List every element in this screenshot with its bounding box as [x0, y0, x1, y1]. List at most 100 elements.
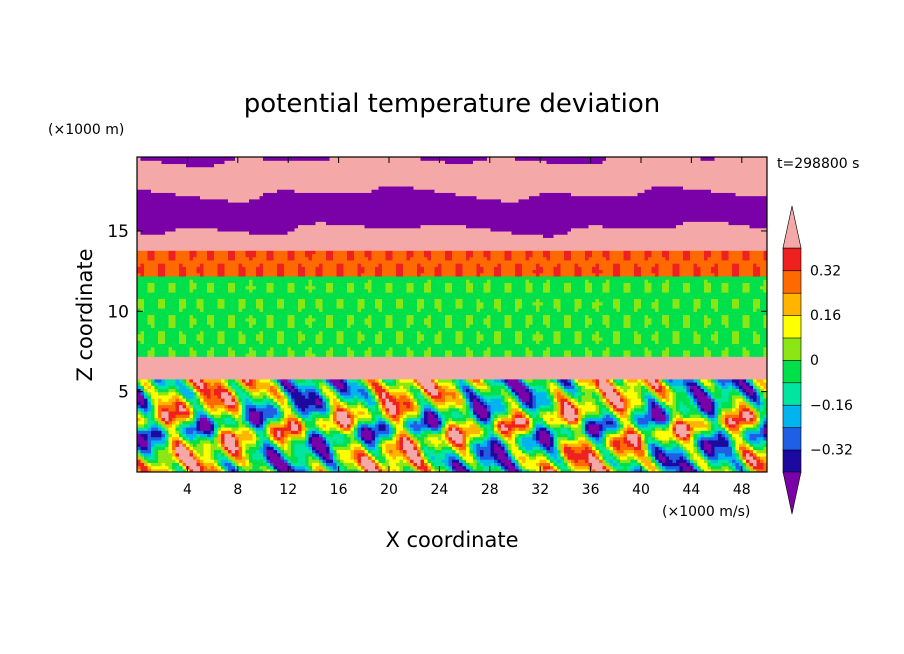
- contour-cell: [546, 256, 551, 261]
- contour-cell: [214, 320, 229, 325]
- contour-cell: [291, 459, 299, 463]
- contour-cell: [655, 385, 660, 390]
- contour-cell: [242, 430, 250, 435]
- contour-cell: [270, 378, 275, 383]
- contour-cell: [522, 269, 534, 274]
- contour-cell: [725, 468, 730, 472]
- contour-cell: [763, 288, 767, 293]
- contour-cell: [340, 452, 352, 457]
- contour-cell: [151, 427, 159, 431]
- contour-cell: [144, 272, 159, 277]
- contour-cell: [333, 256, 348, 261]
- contour-cell: [749, 417, 754, 422]
- contour-cell: [305, 333, 317, 338]
- contour-cell: [382, 382, 387, 386]
- contour-cell: [455, 388, 460, 393]
- contour-cell: [196, 423, 201, 428]
- contour-cell: [609, 439, 614, 444]
- contour-cell: [536, 394, 548, 399]
- contour-cell: [466, 279, 471, 283]
- contour-cell: [329, 468, 334, 472]
- contour-cell: [669, 385, 674, 390]
- contour-cell: [315, 333, 324, 338]
- contour-cell: [392, 417, 401, 422]
- contour-cell: [606, 465, 611, 470]
- contour-cell: [686, 394, 691, 399]
- contour-cell: [609, 468, 614, 472]
- contour-cell: [445, 320, 453, 325]
- contour-cell: [406, 423, 411, 428]
- contour-cell: [231, 452, 240, 457]
- contour-cell: [193, 388, 198, 393]
- contour-cell: [406, 427, 411, 431]
- contour-cell: [504, 314, 513, 319]
- contour-cell: [721, 320, 730, 325]
- contour-cell: [147, 398, 152, 402]
- contour-cell: [245, 388, 250, 393]
- contour-cell: [753, 423, 758, 428]
- contour-cell: [445, 430, 450, 435]
- contour-cell: [536, 423, 544, 428]
- contour-cell: [676, 398, 691, 402]
- contour-cell: [137, 465, 142, 470]
- contour-cell: [228, 314, 236, 319]
- contour-cell: [557, 446, 562, 451]
- contour-cell: [452, 314, 467, 319]
- contour-cell: [315, 420, 334, 425]
- contour-cell: [357, 459, 362, 463]
- contour-cell: [620, 414, 628, 418]
- contour-cell: [235, 388, 243, 393]
- contour-cell: [210, 404, 215, 409]
- contour-cell: [581, 330, 597, 335]
- contour-cell: [707, 388, 712, 393]
- contour-cell: [137, 311, 767, 316]
- contour-cell: [368, 314, 373, 319]
- contour-cell: [431, 401, 436, 406]
- contour-cell: [480, 449, 485, 454]
- contour-cell: [704, 279, 709, 283]
- contour-cell: [224, 420, 236, 425]
- contour-cell: [749, 436, 758, 441]
- contour-cell: [368, 423, 376, 428]
- contour-cell: [214, 391, 222, 396]
- contour-cell: [385, 253, 394, 258]
- contour-cell: [189, 407, 194, 412]
- contour-cell: [221, 436, 226, 441]
- contour-cell: [749, 320, 765, 325]
- contour-cell: [368, 391, 373, 396]
- contour-cell: [252, 398, 264, 402]
- contour-cell: [497, 420, 502, 425]
- contour-cell: [399, 417, 404, 422]
- contour-cell: [676, 417, 684, 422]
- contour-cell: [266, 427, 271, 431]
- contour-cell: [137, 459, 142, 463]
- contour-cell: [413, 378, 418, 383]
- contour-cell: [406, 349, 415, 354]
- contour-cell: [749, 324, 765, 328]
- contour-cell: [721, 465, 730, 470]
- contour-cell: [760, 337, 767, 341]
- contour-cell: [669, 394, 674, 399]
- contour-cell: [476, 417, 481, 422]
- contour-cell: [371, 382, 380, 386]
- contour-cell: [221, 462, 226, 467]
- contour-cell: [473, 417, 478, 422]
- contour-cell: [431, 455, 436, 460]
- contour-cell: [455, 337, 464, 341]
- contour-cell: [469, 256, 488, 261]
- contour-cell: [525, 401, 534, 406]
- contour-cell: [490, 452, 499, 457]
- contour-cell: [515, 468, 520, 472]
- contour-cell: [753, 330, 758, 335]
- contour-cell: [662, 394, 667, 399]
- contour-cell: [284, 439, 289, 444]
- contour-cell: [189, 449, 194, 454]
- contour-cell: [245, 414, 250, 418]
- contour-cell: [648, 404, 653, 409]
- contour-cell: [746, 382, 751, 386]
- contour-cell: [196, 349, 208, 354]
- contour-cell: [256, 253, 268, 258]
- contour-cell: [406, 288, 415, 293]
- contour-cell: [518, 446, 523, 451]
- contour-cell: [172, 455, 177, 460]
